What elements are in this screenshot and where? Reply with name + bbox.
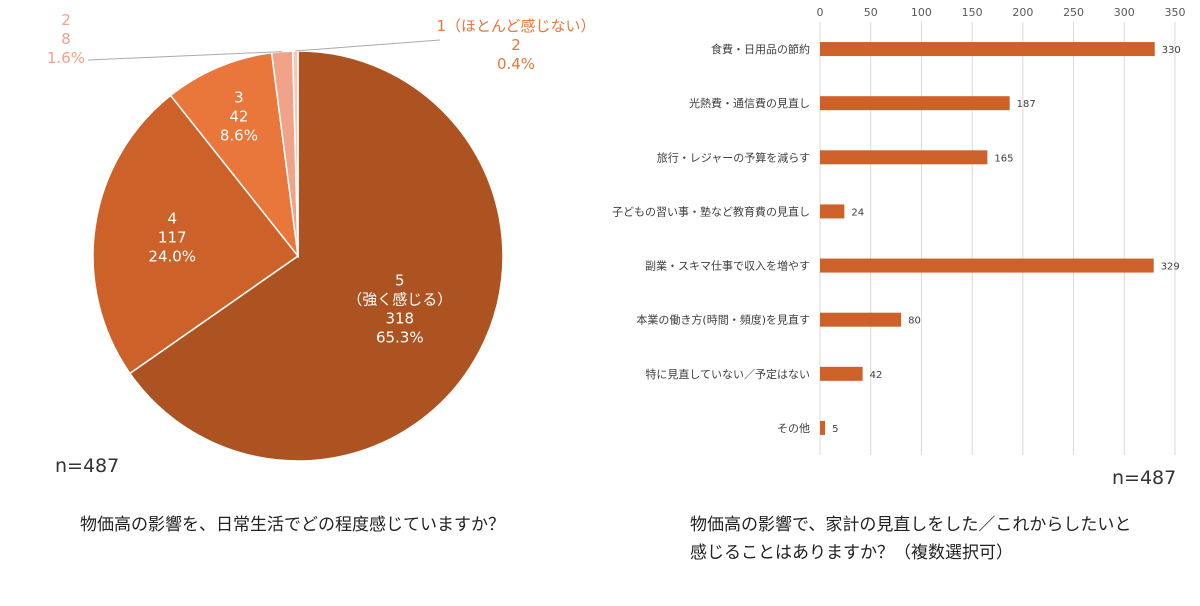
- pie-slice-318: [128, 50, 504, 462]
- bar-sample-size: n=487: [1112, 467, 1177, 489]
- pie-label-2: 1（ほとんど感じない） 2 0.4%: [436, 17, 595, 73]
- x-tick-label-200: 200: [1012, 6, 1033, 19]
- x-tick-label-150: 150: [962, 6, 983, 19]
- pie-slice-42: [169, 51, 300, 259]
- pie-label-8: 2 8 1.6%: [47, 11, 85, 67]
- bar-6: [820, 312, 902, 327]
- x-tick-label-350: 350: [1165, 6, 1186, 19]
- value-label-7: 42: [870, 370, 883, 381]
- pie-slice-117: [92, 94, 300, 375]
- pie-leader-line-2: [87, 51, 283, 61]
- bar-5: [820, 258, 1154, 273]
- value-label-3: 165: [994, 153, 1013, 164]
- value-label-5: 329: [1161, 262, 1180, 273]
- bar-7: [820, 366, 863, 381]
- x-tick-label-100: 100: [911, 6, 932, 19]
- x-tick-label-300: 300: [1114, 6, 1135, 19]
- bar-chart-title-line2: 感じることはありますか？（複数選択可）: [690, 543, 1013, 563]
- category-label-3: 旅行・レジャーの予算を減らす: [657, 150, 810, 164]
- category-label-2: 光熱費・通信費の見直し: [689, 96, 810, 110]
- value-label-4: 24: [851, 207, 864, 218]
- category-label-1: 食費・日用品の節約: [711, 42, 810, 56]
- category-label-5: 副業・スキマ仕事で収入を増やす: [645, 260, 810, 273]
- pie-label-42: 3 42 8.6%: [220, 88, 258, 144]
- bar-1: [820, 42, 1155, 57]
- pie-label-117: 4 117 24.0%: [148, 210, 196, 266]
- value-label-8: 5: [832, 424, 838, 435]
- bar-3: [820, 150, 988, 165]
- pie-chart-title: 物価高の影響を、日常生活でどの程度感じていますか？: [80, 515, 505, 535]
- category-label-7: 特に見直していない／予定はない: [645, 367, 810, 381]
- bar-4: [820, 204, 845, 219]
- category-label-6: 本業の働き方(時間・頻度)を見直す: [636, 313, 810, 327]
- category-label-4: 子どもの習い事・塾など教育費の見直し: [612, 204, 810, 218]
- category-label-8: その他: [777, 422, 810, 435]
- pie-chart: 5 （強く感じる） 318 65.3% 4 117 24.0% 3 42 8.6% 2 8 1.6% 1（…: [47, 11, 596, 462]
- bar-2: [820, 96, 1010, 111]
- value-label-1: 330: [1162, 45, 1181, 56]
- bar-chart: 0 50 100 150 200 250 300 350 食費・日用品の節約 330 光熱費・通信費…: [612, 6, 1186, 455]
- x-tick-label-50: 50: [864, 6, 878, 19]
- x-tick-label-250: 250: [1063, 6, 1084, 19]
- bar-8: [820, 420, 826, 435]
- pie-sample-size: n=487: [55, 455, 120, 477]
- value-label-6: 80: [908, 316, 921, 327]
- pie-label-318: 5 （強く感じる） 318 65.3%: [347, 272, 452, 347]
- pie-leader-line-1: [295, 39, 441, 52]
- bar-chart-title-line1: 物価高の影響で、家計の見直しをした／これからしたいと: [690, 515, 1132, 535]
- x-tick-label-0: 0: [817, 6, 824, 19]
- value-label-2: 187: [1017, 99, 1036, 110]
